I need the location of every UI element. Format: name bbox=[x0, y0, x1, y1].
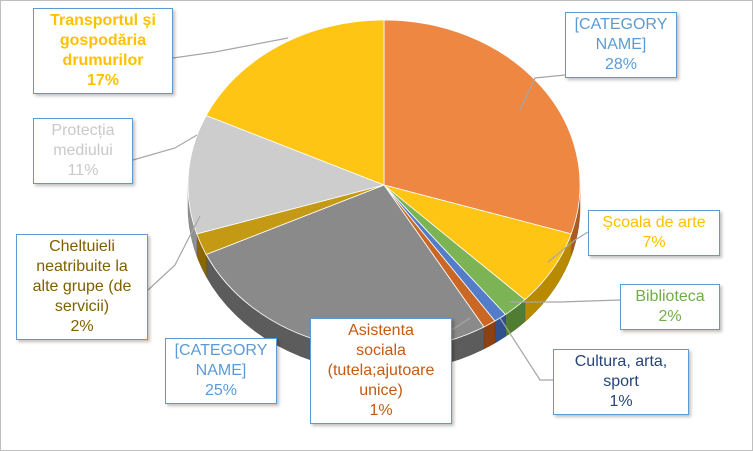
label-line: drumurilor bbox=[62, 52, 144, 69]
label-percent: 25% bbox=[204, 382, 238, 399]
leader-line-4 bbox=[451, 317, 471, 331]
data-label-category-name-25: [CATEGORY NAME] 25% bbox=[165, 338, 277, 404]
label-line: unice) bbox=[359, 382, 403, 399]
label-line: gospodăria bbox=[59, 32, 147, 49]
label-line: mediului bbox=[53, 142, 113, 159]
data-label-transportul: Transportul și gospodăria drumurilor 17% bbox=[33, 8, 173, 94]
leader-line-5 bbox=[147, 215, 201, 291]
label-line: (tutela;ajutoare bbox=[327, 362, 435, 379]
label-line: Cheltuieli bbox=[49, 238, 115, 255]
label-percent: 17% bbox=[86, 72, 120, 89]
data-label-protectia-mediului: Protecția mediului 11% bbox=[33, 118, 133, 184]
label-line: Asistenta bbox=[348, 322, 414, 339]
label-percent: 1% bbox=[369, 402, 393, 419]
label-line: Școala de arte bbox=[602, 214, 706, 231]
label-percent: 2% bbox=[658, 308, 682, 325]
label-line: [CATEGORY bbox=[574, 16, 668, 33]
data-label-scoala-de-arte: Școala de arte 7% bbox=[588, 210, 720, 256]
label-line: sport bbox=[603, 373, 639, 390]
label-line: [CATEGORY bbox=[174, 342, 268, 359]
label-line: Transportul și bbox=[50, 12, 156, 29]
label-line: NAME] bbox=[195, 362, 247, 379]
data-label-asistenta-sociala: Asistenta sociala (tutela;ajutoare unice… bbox=[310, 318, 452, 424]
leader-line-0 bbox=[519, 74, 566, 111]
label-percent: 2% bbox=[70, 318, 94, 335]
data-label-cheltuieli-neatribuite: Cheltuieli neatribuite la alte grupe (de… bbox=[16, 234, 148, 340]
label-line: NAME] bbox=[595, 36, 647, 53]
label-line: Biblioteca bbox=[635, 288, 705, 305]
leader-line-2 bbox=[510, 299, 621, 303]
label-line: neatribuite la bbox=[36, 258, 128, 275]
label-line: sociala bbox=[356, 342, 406, 359]
label-percent: 11% bbox=[67, 162, 99, 179]
data-label-biblioteca: Biblioteca 2% bbox=[620, 284, 720, 330]
label-line: alte grupe (de bbox=[32, 278, 132, 295]
label-percent: 28% bbox=[604, 56, 638, 73]
label-line: servicii) bbox=[54, 298, 110, 315]
data-label-cultura-arta-sport: Cultura, arta, sport 1% bbox=[553, 349, 689, 415]
pie-slice-8 bbox=[205, 19, 385, 186]
label-line: Protecția bbox=[51, 122, 115, 139]
data-label-category-name-28: [CATEGORY NAME] 28% bbox=[565, 12, 677, 78]
label-percent: 1% bbox=[609, 393, 633, 410]
label-line: Cultura, arta, bbox=[574, 353, 668, 370]
label-percent: 7% bbox=[642, 234, 666, 251]
leader-line-1 bbox=[547, 231, 589, 263]
pie-slice-0 bbox=[383, 19, 581, 235]
leader-line-7 bbox=[172, 37, 289, 59]
leader-line-3 bbox=[499, 317, 553, 381]
leader-line-6 bbox=[132, 134, 198, 161]
